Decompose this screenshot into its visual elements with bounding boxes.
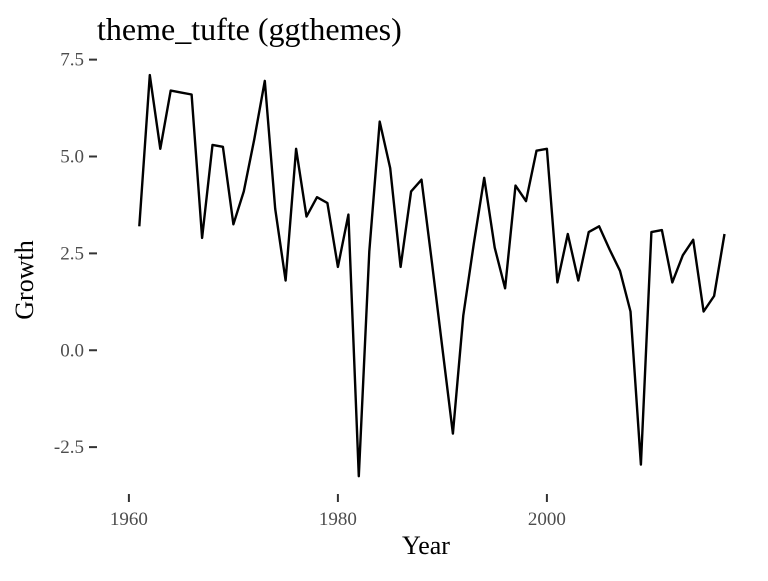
series-line	[138, 73, 726, 478]
x-axis-title: Year	[402, 531, 450, 560]
y-tick-label: 5.0	[60, 147, 84, 168]
x-tick-label: 1960	[110, 509, 148, 530]
x-axis: 1960 1980 2000	[110, 494, 566, 530]
chart-title: theme_tufte (ggthemes)	[97, 11, 402, 47]
x-tick-label: 2000	[528, 509, 566, 530]
x-tick-label: 1980	[319, 509, 357, 530]
plot-area	[138, 73, 726, 478]
y-axis: -2.5 0.0 2.5 5.0 7.5	[54, 50, 97, 458]
y-tick-label: 7.5	[60, 50, 84, 71]
y-axis-title: Growth	[10, 240, 39, 319]
y-tick-label: 2.5	[60, 243, 84, 264]
y-tick-label: -2.5	[54, 437, 84, 458]
y-tick-label: 0.0	[60, 340, 84, 361]
